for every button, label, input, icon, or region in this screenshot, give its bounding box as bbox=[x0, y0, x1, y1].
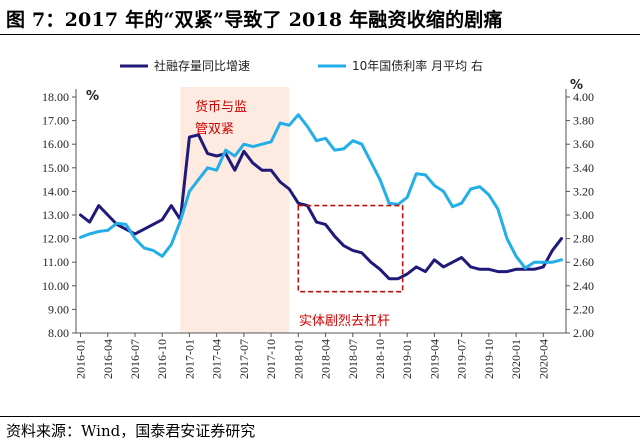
x-tick-label: 2020-04 bbox=[536, 339, 550, 379]
x-tick-label: 2019-04 bbox=[427, 339, 441, 379]
right-tick-label: 2.40 bbox=[573, 279, 594, 293]
left-tick-label: 11.00 bbox=[42, 255, 69, 269]
x-tick-label: 2016-01 bbox=[74, 339, 88, 379]
right-tick-label: 2.80 bbox=[573, 232, 594, 246]
right-tick-label: 3.40 bbox=[573, 161, 594, 175]
left-tick-label: 9.00 bbox=[48, 302, 69, 316]
x-tick-label: 2016-10 bbox=[155, 339, 169, 379]
x-tick-label: 2017-10 bbox=[264, 339, 278, 379]
left-tick-label: 17.00 bbox=[42, 114, 69, 128]
left-tick-label: 18.00 bbox=[42, 90, 69, 104]
left-tick-label: 8.00 bbox=[48, 326, 69, 340]
x-tick-label: 2017-04 bbox=[210, 339, 224, 379]
x-tick-label: 2018-07 bbox=[346, 339, 360, 379]
right-tick-label: 3.00 bbox=[573, 208, 594, 222]
legend-label-2: 10年国债利率 月平均 右 bbox=[352, 58, 483, 73]
annotation-tightening-line: 货币与监 bbox=[195, 99, 247, 115]
x-tick-label: 2019-07 bbox=[455, 339, 469, 379]
header-rule bbox=[0, 34, 640, 35]
figure-header: 图 7：2017 年的“双紧”导致了 2018 年融资收缩的剧痛 bbox=[0, 0, 640, 34]
right-tick-label: 2.20 bbox=[573, 302, 594, 316]
deleveraging-box bbox=[297, 204, 404, 293]
x-tick-label: 2020-01 bbox=[509, 339, 523, 379]
series-line-1 bbox=[79, 133, 563, 281]
figure-title: 图 7：2017 年的“双紧”导致了 2018 年融资收缩的剧痛 bbox=[6, 9, 503, 31]
x-tick-label: 2018-01 bbox=[291, 339, 305, 379]
right-tick-label: 3.60 bbox=[573, 137, 594, 151]
right-axis-unit: % bbox=[570, 78, 583, 93]
left-tick-label: 12.00 bbox=[42, 232, 69, 246]
footer-rule bbox=[0, 416, 640, 417]
x-tick-label: 2019-10 bbox=[482, 339, 496, 379]
right-tick-label: 2.00 bbox=[573, 326, 594, 340]
annotation-tightening-line: 管双紧 bbox=[195, 122, 234, 137]
left-axis-unit: % bbox=[86, 89, 99, 104]
series-line-2 bbox=[79, 113, 563, 270]
x-tick-label: 2019-01 bbox=[400, 339, 414, 379]
shaded-period bbox=[180, 87, 290, 333]
legend-label-1: 社融存量同比增速 bbox=[154, 58, 250, 73]
x-tick-label: 2018-10 bbox=[373, 339, 387, 379]
left-tick-label: 15.00 bbox=[42, 161, 69, 175]
x-tick-label: 2017-01 bbox=[182, 339, 196, 379]
x-tick-label: 2018-04 bbox=[319, 339, 333, 379]
left-tick-label: 13.00 bbox=[42, 208, 69, 222]
x-tick-label: 2017-07 bbox=[237, 339, 251, 379]
x-tick-label: 2016-07 bbox=[128, 339, 142, 379]
annotation-deleveraging: 实体剧烈去杠杆 bbox=[299, 313, 390, 329]
source-note: 资料来源：Wind，国泰君安证券研究 bbox=[6, 422, 256, 440]
left-tick-label: 14.00 bbox=[42, 184, 69, 198]
right-tick-label: 2.60 bbox=[573, 255, 594, 269]
x-tick-label: 2016-04 bbox=[101, 339, 115, 379]
right-tick-label: 3.20 bbox=[573, 184, 594, 198]
left-tick-label: 10.00 bbox=[42, 279, 69, 293]
right-tick-label: 4.00 bbox=[573, 90, 594, 104]
right-tick-label: 3.80 bbox=[573, 114, 594, 128]
left-tick-label: 16.00 bbox=[42, 137, 69, 151]
